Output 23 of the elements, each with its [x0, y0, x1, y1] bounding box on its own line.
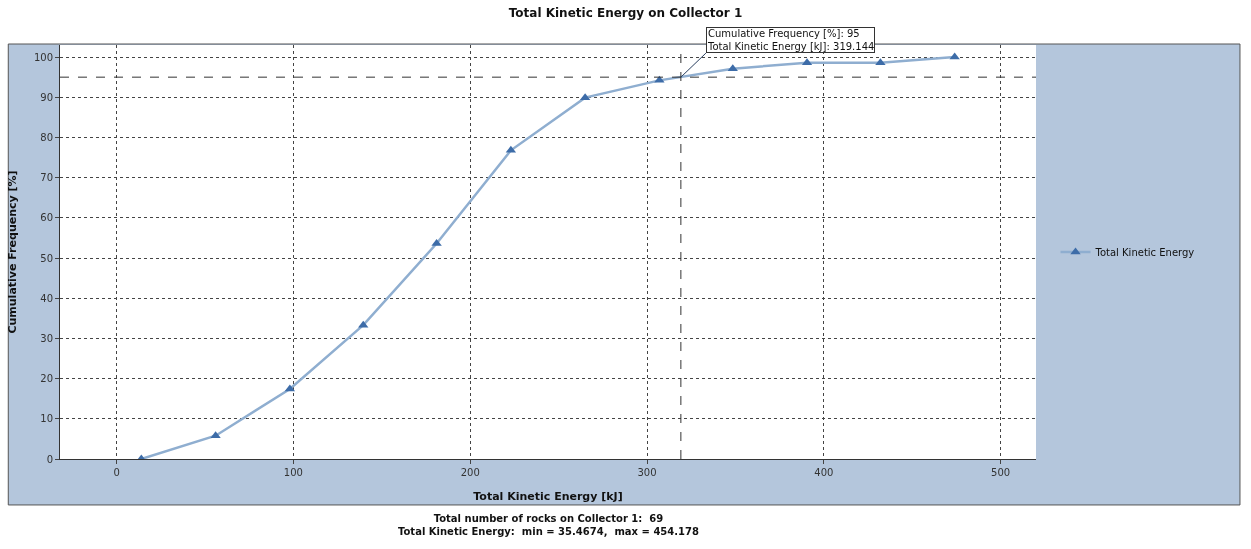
y-tick-label: 20	[40, 373, 53, 385]
y-tick-label: 10	[40, 413, 53, 425]
legend-label: Total Kinetic Energy	[1094, 246, 1195, 258]
y-tick-label: 40	[40, 292, 53, 304]
y-tick-label: 90	[40, 91, 53, 103]
x-tick-label: 300	[637, 467, 657, 478]
y-axis-title: Cumulative Frequency [%]	[5, 170, 19, 334]
y-tick-label: 100	[33, 51, 53, 63]
x-tick-label: 0	[113, 467, 120, 478]
y-tick-label: 50	[40, 252, 53, 264]
y-tick-label: 0	[46, 453, 53, 465]
x-tick-label: 400	[814, 467, 834, 478]
text: Total number of rocks on Collector 1: 69 Total Kinetic Energy: min = 35.4674, max = 454.178	[398, 513, 699, 537]
x-tick-label: 200	[460, 467, 480, 478]
y-tick-label: 70	[40, 172, 53, 184]
annotation: Cumulative Frequency [%]: 95 Total Kinetic Energy [kJ]: 319.144	[707, 28, 875, 52]
x-tick-label: 100	[283, 467, 303, 478]
y-tick-label: 60	[40, 212, 53, 224]
chart-title: Total Kinetic Energy on Collector 1	[508, 5, 743, 20]
y-tick-label: 30	[40, 332, 53, 344]
y-tick-label: 80	[40, 131, 53, 143]
x-axis-title: Total Kinetic Energy [kJ]	[473, 490, 623, 504]
x-tick-label: 500	[991, 467, 1011, 478]
